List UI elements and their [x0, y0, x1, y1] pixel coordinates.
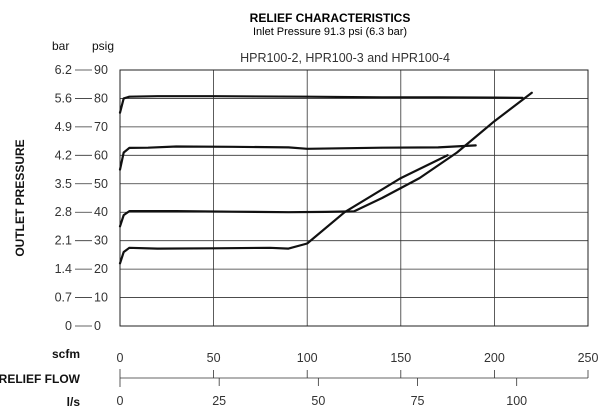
y-axis-ticks: 6.2 90 5.6 80 4.9 70 4.2 60 3.5 50 2.8 40 2.1 30 1.4 20… — [55, 63, 108, 333]
y-tick-label-psig: 70 — [94, 120, 108, 134]
x-unit-ls: l/s — [67, 395, 81, 407]
x-tick-label-ls: 25 — [212, 394, 226, 407]
y-tick-label-psig: 30 — [94, 234, 108, 248]
y-tick-label-bar: 4.2 — [55, 148, 72, 162]
y-tick-label-bar: 2.1 — [55, 234, 72, 248]
x-tick-label-scfm: 200 — [484, 351, 505, 365]
y-tick-label-psig: 20 — [94, 262, 108, 276]
x-tick-label-ls: 75 — [411, 394, 425, 407]
x-tick-label-scfm: 150 — [390, 351, 411, 365]
x-tick-label-scfm: 250 — [578, 351, 599, 365]
series-line-60-psig — [118, 144, 477, 171]
y-unit-psig: psig — [92, 39, 114, 53]
x-tick-label-ls: 50 — [311, 394, 325, 407]
y-tick-label-bar: 3.5 — [55, 177, 72, 191]
y-tick-label-psig: 60 — [94, 148, 108, 162]
series-lines — [118, 91, 533, 265]
series-label: HPR100-2, HPR100-3 and HPR100-4 — [240, 51, 450, 65]
y-tick-label-bar: 0 — [65, 319, 72, 333]
y-tick-label-psig: 80 — [94, 91, 108, 105]
y-tick-label-psig: 10 — [94, 291, 108, 305]
x-unit-scfm: scfm — [52, 347, 80, 361]
y-tick-label-psig: 40 — [94, 205, 108, 219]
y-tick-label-bar: 0.7 — [55, 291, 72, 305]
y-tick-label-bar: 5.6 — [55, 91, 72, 105]
y-tick-label-psig: 0 — [94, 319, 101, 333]
series-line-80-psig — [118, 95, 524, 114]
chart-title: RELIEF CHARACTERISTICS — [250, 11, 411, 25]
y-tick-label-bar: 2.8 — [55, 205, 72, 219]
series-line-40-psig — [118, 91, 533, 228]
x-tick-label-scfm: 50 — [207, 351, 221, 365]
y-tick-label-psig: 50 — [94, 177, 108, 191]
x-tick-label-ls: 100 — [506, 394, 527, 407]
y-unit-bar: bar — [52, 39, 69, 53]
y-tick-label-bar: 1.4 — [55, 262, 72, 276]
x-tick-label-scfm: 100 — [297, 351, 318, 365]
y-tick-label-bar: 4.9 — [55, 120, 72, 134]
y-axis-label: OUTLET PRESSURE — [13, 139, 27, 256]
x-tick-label-scfm: 0 — [117, 351, 124, 365]
grid — [119, 69, 589, 327]
chart-subtitle: Inlet Pressure 91.3 psi (6.3 bar) — [253, 26, 407, 38]
y-tick-label-psig: 90 — [94, 63, 108, 77]
y-tick-label-bar: 6.2 — [55, 63, 72, 77]
x-axis-label: RELIEF FLOW — [0, 372, 81, 386]
x-axis: 0 50 100 150 200 250 0 25 50 75 100 — [117, 351, 599, 407]
x-tick-label-ls: 0 — [117, 394, 124, 407]
plot-frame — [119, 69, 589, 327]
series-line-20-psig — [118, 154, 449, 265]
